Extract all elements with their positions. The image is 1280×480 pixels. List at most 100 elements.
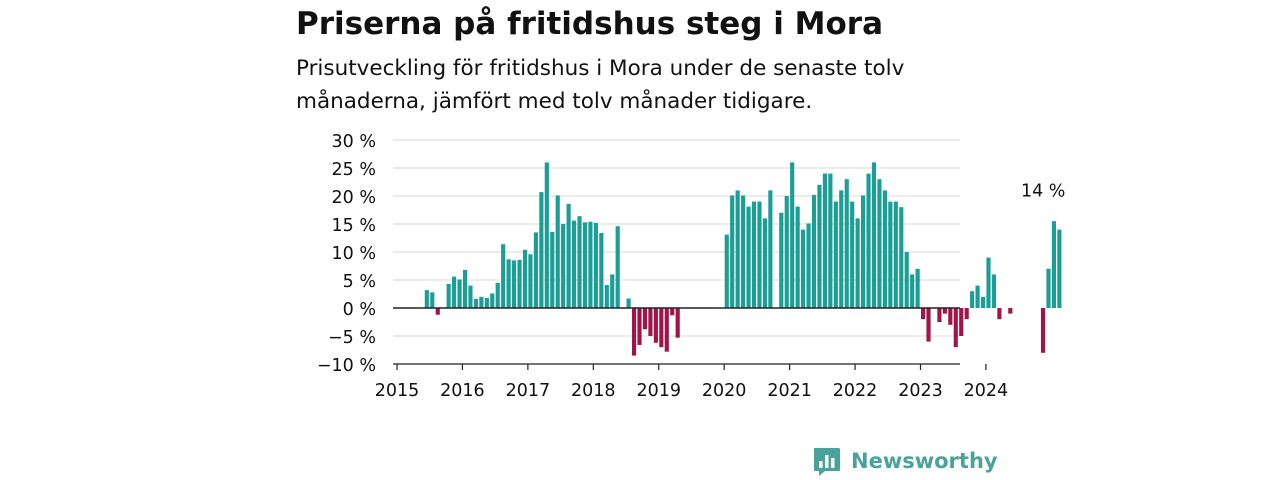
y-tick-label: 10 % <box>332 244 376 264</box>
bar <box>550 231 555 308</box>
bar <box>801 229 806 308</box>
bar <box>1040 308 1046 353</box>
bar <box>920 308 926 320</box>
bar <box>1046 268 1051 308</box>
bar <box>866 173 871 308</box>
bar <box>975 285 980 308</box>
bar <box>948 308 953 325</box>
brand-name: Newsworthy <box>851 449 998 473</box>
bar <box>784 196 789 308</box>
axes <box>393 307 987 370</box>
bar <box>626 298 631 308</box>
bar <box>839 190 844 308</box>
bar <box>512 260 517 308</box>
x-tick-label: 2022 <box>833 381 878 401</box>
bar <box>953 308 958 348</box>
bar <box>757 201 762 308</box>
y-tick-label: 0 % <box>343 300 376 320</box>
bar <box>653 308 658 343</box>
bar <box>762 218 767 308</box>
bar <box>997 308 1002 320</box>
bar <box>937 308 942 322</box>
bar <box>833 201 838 308</box>
bar <box>822 173 827 308</box>
bar <box>593 222 598 308</box>
bar <box>528 254 533 308</box>
bar <box>468 285 473 308</box>
bar <box>768 190 773 308</box>
bar <box>577 216 582 308</box>
bar <box>561 224 566 308</box>
bar <box>970 291 975 308</box>
axis-labels: 30 % 25 % 20 % 15 % 10 % 5 % 0 % −5 % −10 % 2015 2… <box>317 132 1066 401</box>
bars <box>424 162 1062 356</box>
bar-chart: 30 % 25 % 20 % 15 % 10 % 5 % 0 % −5 % −10 % 2015 2… <box>317 132 1066 401</box>
bar <box>659 308 664 348</box>
bar <box>746 206 751 308</box>
bar <box>817 184 822 308</box>
bar <box>790 162 795 308</box>
bar <box>664 308 669 352</box>
bar <box>648 308 653 336</box>
bar <box>572 220 577 308</box>
bar <box>828 173 833 308</box>
bar <box>424 290 429 308</box>
bar <box>926 308 931 342</box>
bar <box>604 285 609 308</box>
bar <box>806 223 811 308</box>
bar <box>871 162 877 308</box>
x-tick-label: 2018 <box>571 381 616 401</box>
y-tick-label: −10 % <box>317 356 376 376</box>
bar <box>795 206 800 308</box>
bar <box>506 259 511 308</box>
bar <box>435 308 440 315</box>
bar <box>915 268 920 308</box>
bar <box>517 259 522 308</box>
x-tick-label: 2019 <box>636 381 681 401</box>
y-tick-label: 20 % <box>332 188 376 208</box>
bar <box>882 190 887 308</box>
bar <box>1051 221 1057 308</box>
bar <box>430 292 435 308</box>
bar <box>850 201 855 308</box>
y-tick-label: 15 % <box>332 216 376 236</box>
bar <box>779 212 784 308</box>
bar <box>986 257 991 308</box>
bar <box>555 195 560 308</box>
bar <box>964 308 969 320</box>
bar <box>566 203 571 308</box>
bar <box>724 234 729 308</box>
bar <box>844 179 849 308</box>
bar <box>533 232 538 308</box>
bar <box>615 226 620 308</box>
x-tick-label: 2017 <box>506 381 551 401</box>
bar <box>484 297 489 308</box>
bar <box>599 232 604 308</box>
bar <box>1008 308 1013 314</box>
bar <box>959 308 964 336</box>
bar <box>877 179 882 308</box>
bar <box>1057 229 1062 308</box>
bar <box>588 221 593 308</box>
chart-title: Priserna på fritidshus steg i Mora <box>296 6 884 42</box>
bar <box>473 299 478 308</box>
bar <box>457 279 462 308</box>
x-tick-label: 2020 <box>702 381 747 401</box>
value-annotation: 14 % <box>1021 181 1065 201</box>
bar <box>637 308 642 345</box>
x-tick-label: 2021 <box>767 381 812 401</box>
x-tick-label: 2015 <box>375 381 420 401</box>
bar <box>479 296 484 308</box>
bar <box>811 194 817 308</box>
x-tick-label: 2024 <box>964 381 1009 401</box>
bar <box>899 207 904 308</box>
x-tick-label: 2023 <box>898 381 943 401</box>
chart-subtitle: Prisutveckling för fritidshus i Mora und… <box>296 56 905 114</box>
bar <box>610 274 615 308</box>
y-tick-label: 5 % <box>343 272 376 292</box>
bar <box>942 308 947 314</box>
bar <box>904 252 909 308</box>
bar <box>446 283 451 308</box>
bar <box>910 274 915 308</box>
bar <box>675 308 680 338</box>
